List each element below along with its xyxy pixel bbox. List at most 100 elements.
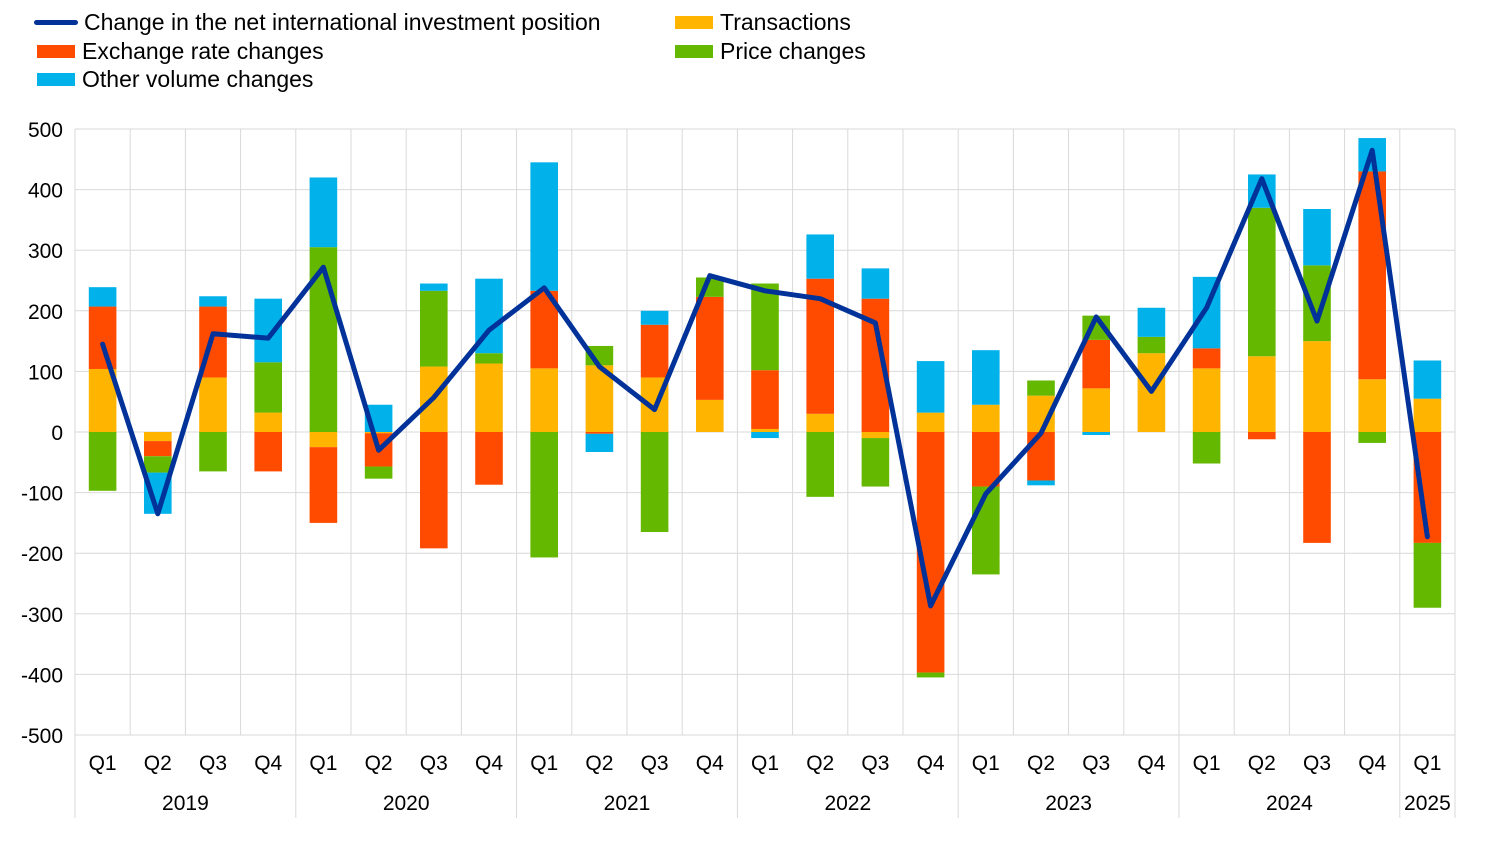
bar-transactions	[1358, 379, 1386, 432]
bar-other-volume-changes	[1082, 432, 1110, 436]
bar-other-volume-changes	[1137, 307, 1166, 337]
bar-transactions	[144, 432, 172, 442]
bar-other-volume-changes	[254, 298, 282, 363]
bar-price-changes	[806, 432, 834, 497]
x-tick-label: Q2	[144, 752, 172, 775]
bar-price-changes	[530, 432, 558, 558]
legend-item-exchange-rate: Exchange rate changes	[0, 38, 324, 65]
bar-price-changes	[364, 466, 393, 479]
y-tick-label: -200	[21, 543, 63, 566]
bar-price-changes	[254, 362, 282, 413]
bar-transactions	[254, 412, 282, 432]
bar-exchange-rate-changes	[640, 324, 669, 378]
x-tick-label: Q4	[917, 752, 945, 775]
legend-swatch-exchange-rate	[37, 45, 75, 58]
y-tick-label: 500	[28, 119, 63, 142]
x-tick-label: Q4	[696, 752, 724, 775]
legend-swatch-transactions	[675, 16, 713, 29]
bar-transactions	[751, 428, 779, 432]
y-tick-label: 400	[28, 180, 63, 203]
bar-other-volume-changes	[861, 268, 890, 299]
x-tick-label: Q1	[309, 752, 337, 775]
x-tick-label: Q3	[1082, 752, 1110, 775]
y-tick-label: -400	[21, 664, 63, 687]
year-label: 2020	[383, 792, 430, 815]
bar-price-changes	[1137, 336, 1166, 354]
bar-other-volume-changes	[806, 234, 834, 279]
bar-other-volume-changes	[199, 296, 227, 307]
legend-label-niip-change: Change in the net international investme…	[84, 9, 601, 35]
x-tick-label: Q2	[1027, 752, 1055, 775]
y-tick-label: -300	[21, 604, 63, 627]
y-axis: -500 -400 -300 -200 -100 0 100 200 300 400 500	[21, 119, 63, 748]
x-tick-label: Q1	[751, 752, 779, 775]
bar-price-changes	[88, 432, 117, 491]
x-tick-label: Q4	[254, 752, 282, 775]
x-tick-label: Q4	[1358, 752, 1386, 775]
bar-price-changes	[420, 290, 448, 367]
bar-price-changes	[144, 456, 172, 473]
bar-other-volume-changes	[1303, 208, 1331, 266]
bar-transactions	[1082, 388, 1110, 432]
y-tick-label: 100	[28, 361, 63, 384]
bar-other-volume-changes	[420, 283, 448, 291]
bar-exchange-rate-changes	[254, 432, 282, 472]
bar-price-changes	[972, 486, 1000, 575]
bar-price-changes	[1027, 380, 1055, 396]
x-tick-label: Q2	[585, 752, 613, 775]
bar-price-changes	[1413, 542, 1442, 608]
year-label: 2024	[1266, 792, 1313, 815]
bar-exchange-rate-changes	[1192, 348, 1221, 369]
x-tick-label: Q3	[420, 752, 448, 775]
bar-exchange-rate-changes	[1303, 432, 1331, 543]
legend-item-niip-change: Change in the net international investme…	[0, 9, 601, 36]
x-tick-label: Q2	[806, 752, 834, 775]
bar-price-changes	[1303, 265, 1331, 342]
x-tick-label: Q4	[475, 752, 503, 775]
bar-transactions	[1248, 356, 1276, 432]
x-tick-label: Q1	[972, 752, 1000, 775]
legend-swatch-other-volume	[37, 73, 75, 86]
legend-item-price-changes: Price changes	[638, 38, 866, 65]
bars-layer	[88, 138, 1442, 678]
bar-exchange-rate-changes	[751, 370, 779, 429]
bar-price-changes	[751, 283, 779, 371]
bar-price-changes	[640, 432, 669, 532]
bar-other-volume-changes	[585, 433, 614, 452]
bar-transactions	[1413, 398, 1442, 432]
bar-exchange-rate-changes	[585, 432, 614, 434]
bar-transactions	[916, 412, 945, 432]
x-tick-label: Q2	[1248, 752, 1276, 775]
gridlines	[74, 128, 1456, 736]
x-tick-label: Q2	[365, 752, 393, 775]
bar-transactions	[475, 363, 503, 432]
year-label: 2021	[604, 792, 651, 815]
bar-transactions	[1303, 341, 1331, 432]
bar-transactions	[199, 377, 227, 432]
x-tick-label: Q3	[199, 752, 227, 775]
legend-swatch-price-changes	[675, 45, 713, 58]
legend-item-other-volume: Other volume changes	[0, 66, 313, 93]
year-label: 2022	[824, 792, 871, 815]
year-label: 2025	[1404, 792, 1451, 815]
x-tick-label: Q1	[1413, 752, 1441, 775]
x-tick-label: Q3	[641, 752, 669, 775]
y-tick-label: -100	[21, 483, 63, 506]
bar-price-changes	[475, 353, 503, 364]
bar-transactions	[1192, 368, 1221, 432]
bar-exchange-rate-changes	[1082, 339, 1110, 389]
legend-item-transactions: Transactions	[638, 9, 851, 36]
bar-transactions	[309, 432, 338, 448]
bar-price-changes	[916, 672, 945, 678]
bar-other-volume-changes	[916, 361, 945, 413]
year-label: 2023	[1045, 792, 1092, 815]
bar-exchange-rate-changes	[1027, 432, 1055, 481]
bar-other-volume-changes	[309, 177, 338, 248]
x-axis: Q1 Q2 Q3 Q4 Q1 Q2 Q3 Q4 Q1 Q2 Q3 Q4 Q1 Q2 Q3 Q4 Q1 Q2 Q3 Q4…	[74, 735, 1456, 818]
y-tick-label: -500	[21, 725, 63, 748]
bar-other-volume-changes	[640, 310, 669, 325]
x-tick-label: Q1	[89, 752, 117, 775]
bar-price-changes	[1358, 432, 1386, 443]
bar-transactions	[806, 413, 834, 432]
